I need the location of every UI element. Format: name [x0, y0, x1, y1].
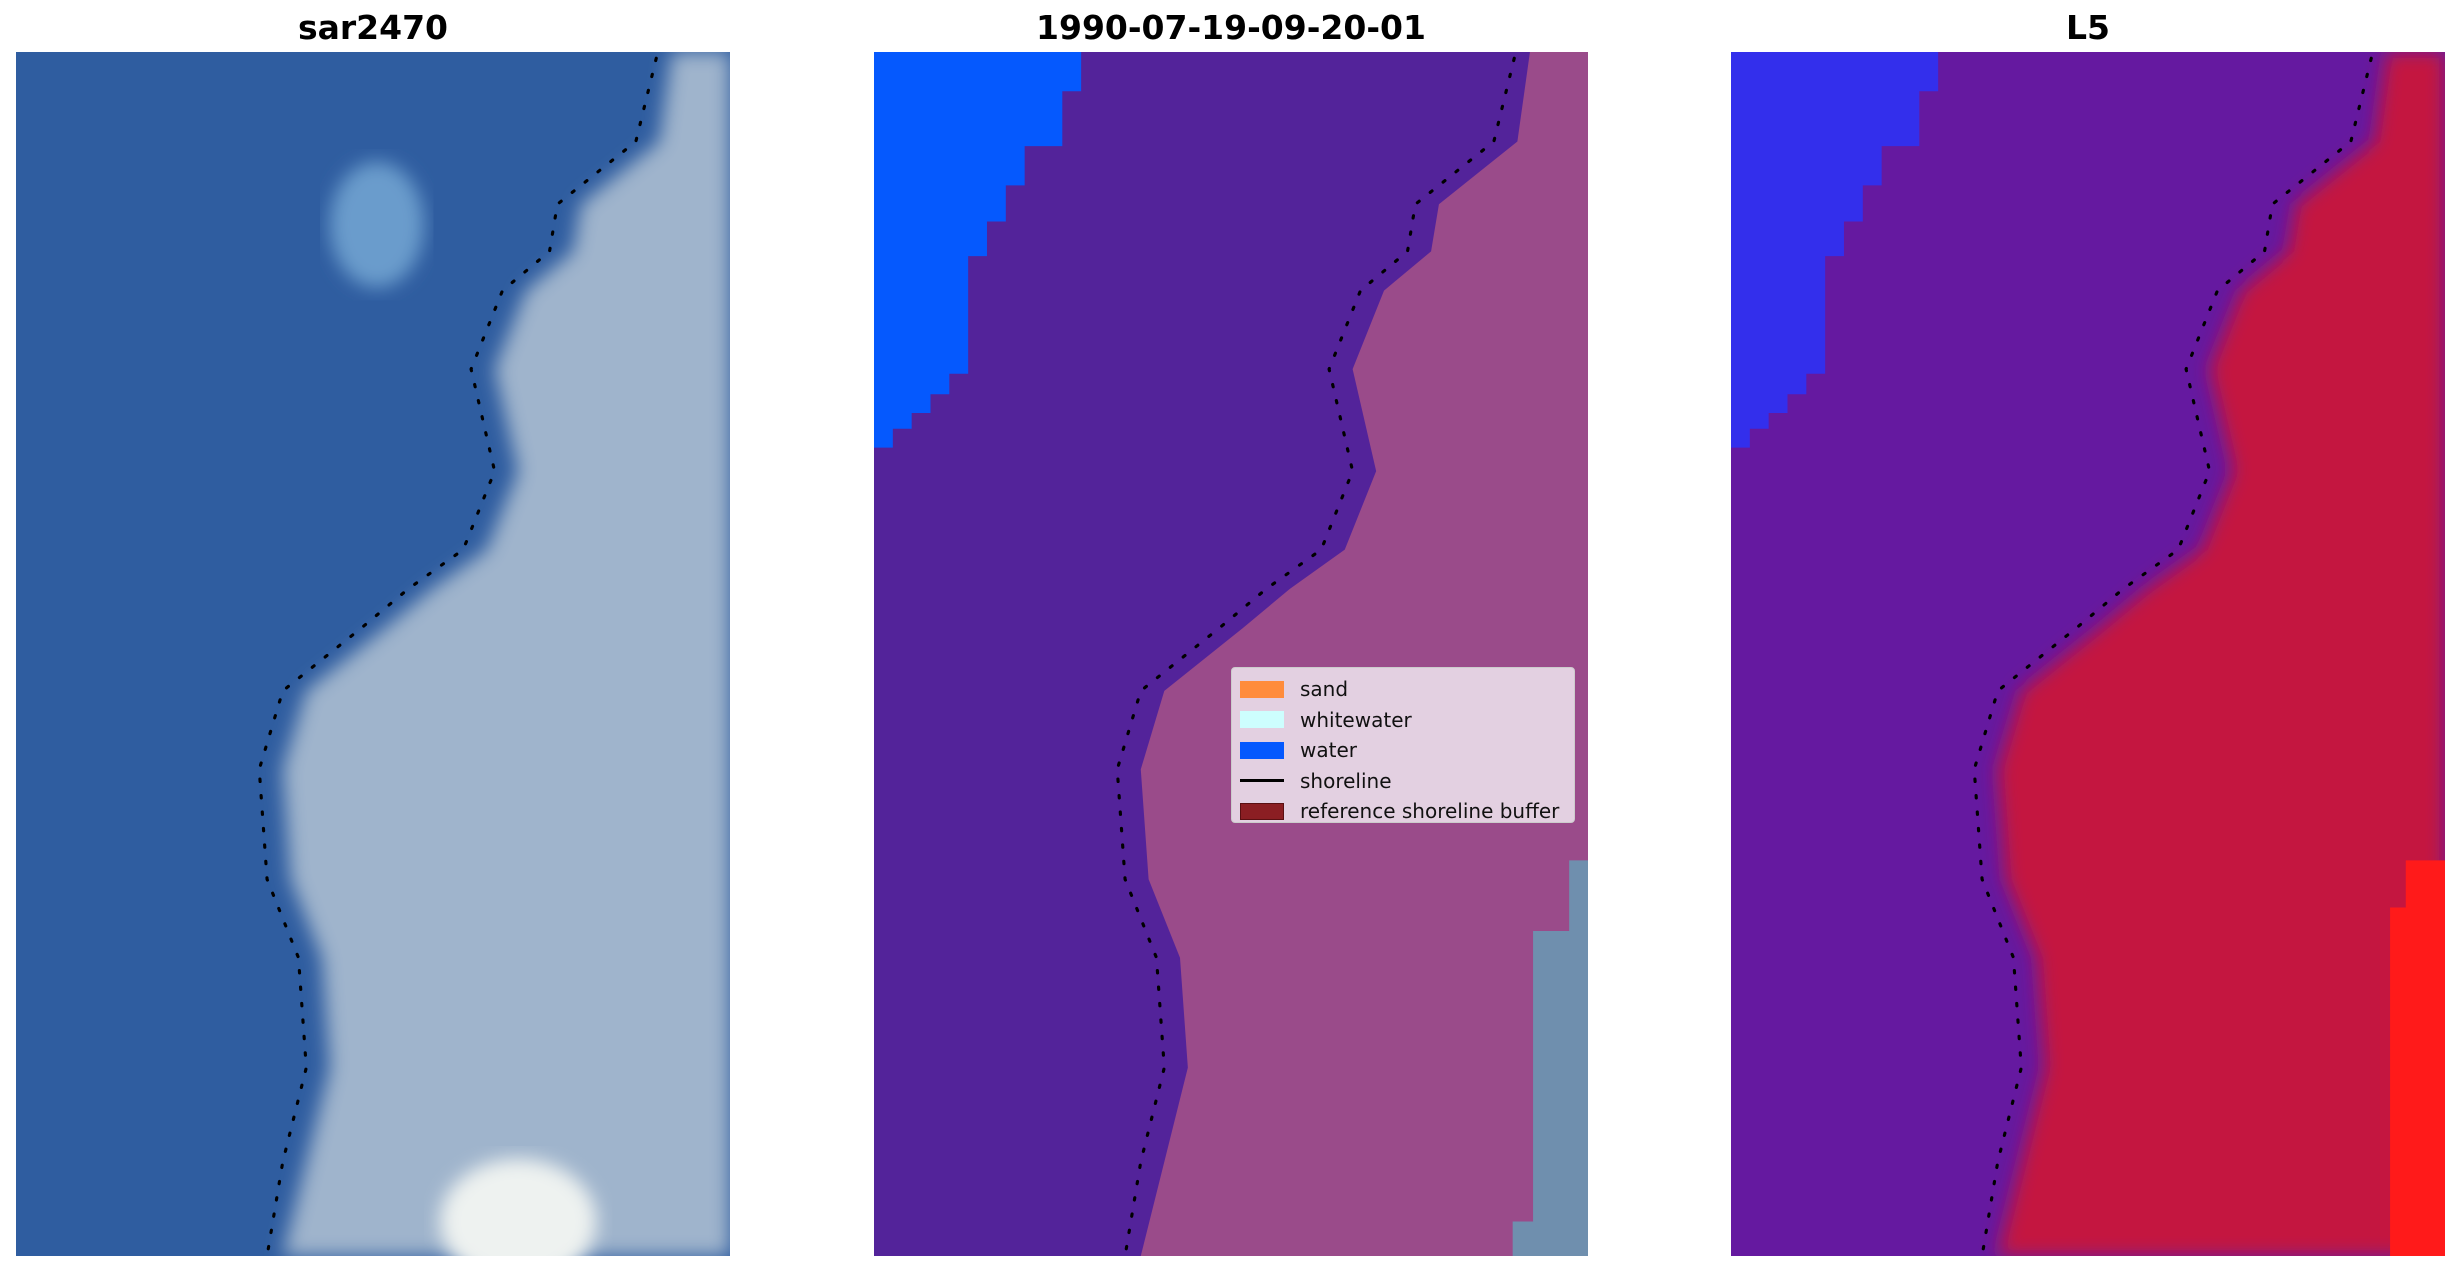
- high-index-region: [2390, 860, 2445, 1256]
- whitewater-swatch: [1240, 711, 1284, 729]
- legend: sand whitewater water shoreline referenc…: [1231, 667, 1575, 823]
- panel-title-sar: sar2470: [297, 8, 449, 47]
- panel-title-l5: L5: [2066, 8, 2110, 47]
- bright-sand-patch: [439, 1158, 597, 1256]
- panel-title-date: 1990-07-19-09-20-01: [1036, 8, 1426, 47]
- l5-image-panel: [1731, 52, 2445, 1256]
- land-area: [282, 52, 730, 1256]
- water-index-region: [1731, 52, 1939, 448]
- legend-label: reference shoreline buffer: [1300, 799, 1560, 824]
- surf-patch: [329, 161, 424, 288]
- land-area: [1140, 52, 1588, 1256]
- water-class-region: [874, 52, 1082, 448]
- sand-swatch: [1240, 680, 1284, 698]
- legend-label: shoreline: [1300, 768, 1392, 793]
- legend-item-sand: sand: [1240, 674, 1566, 705]
- legend-item-whitewater: whitewater: [1240, 705, 1566, 736]
- buffer-swatch: [1240, 802, 1284, 820]
- legend-label: whitewater: [1300, 707, 1412, 732]
- sar-image-panel: [16, 52, 730, 1256]
- legend-item-buffer: reference shoreline buffer: [1240, 796, 1566, 827]
- water-swatch: [1240, 741, 1284, 759]
- legend-label: sand: [1300, 677, 1349, 702]
- land-area: [1997, 52, 2445, 1256]
- legend-label: water: [1300, 738, 1357, 763]
- whitewater-class-region: [1512, 860, 1588, 1256]
- legend-item-water: water: [1240, 735, 1566, 766]
- shoreline-line-swatch: [1240, 779, 1284, 783]
- legend-item-shoreline: shoreline: [1240, 766, 1566, 797]
- classification-image-panel: [874, 52, 1588, 1256]
